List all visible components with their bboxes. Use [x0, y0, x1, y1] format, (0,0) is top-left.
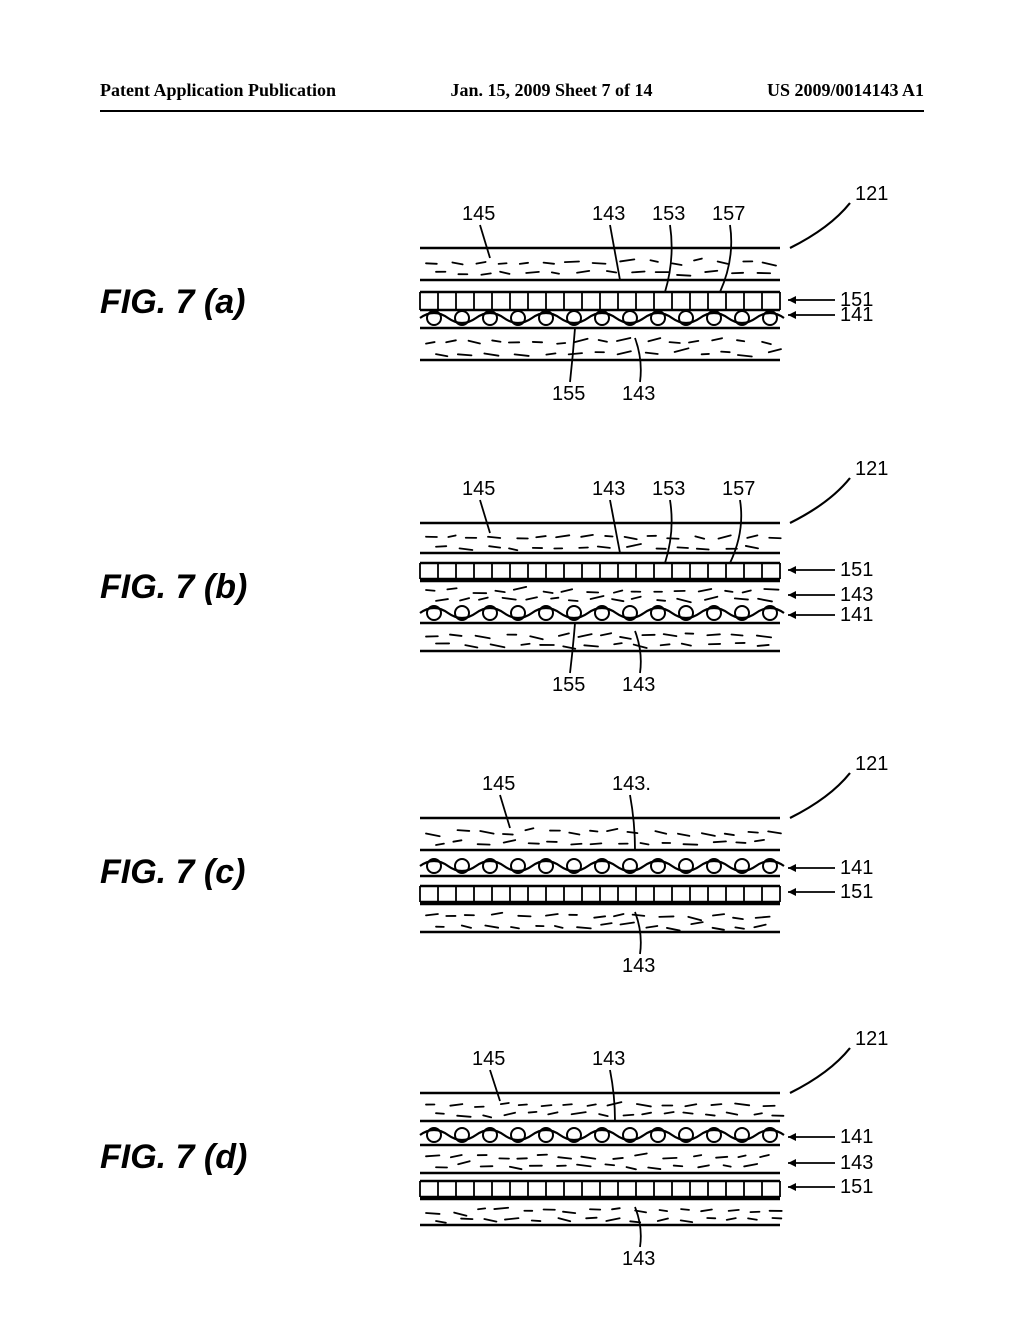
svg-text:157: 157 [722, 478, 755, 500]
svg-text:143: 143 [592, 478, 625, 500]
svg-text:155: 155 [552, 383, 585, 405]
svg-text:141: 141 [840, 304, 873, 326]
svg-text:121: 121 [855, 753, 888, 775]
svg-text:143.: 143. [612, 773, 651, 795]
svg-text:121: 121 [855, 183, 888, 205]
svg-text:143: 143 [622, 1248, 655, 1270]
svg-text:141: 141 [840, 1126, 873, 1148]
svg-text:141: 141 [840, 604, 873, 626]
figure-row: FIG. 7 (d)121145143141143151143 [100, 1025, 924, 1290]
svg-text:143: 143 [592, 1048, 625, 1070]
svg-text:157: 157 [712, 203, 745, 225]
figure-row: FIG. 7 (c) 121 145 143. 141151 143 [100, 750, 924, 995]
svg-text:143: 143 [622, 383, 655, 405]
svg-text:153: 153 [652, 203, 685, 225]
svg-text:145: 145 [462, 203, 495, 225]
svg-text:145: 145 [462, 478, 495, 500]
figure-label: FIG. 7 (d) [100, 1138, 360, 1177]
svg-text:143: 143 [592, 203, 625, 225]
figure-label: FIG. 7 (c) [100, 853, 360, 892]
header-center: Jan. 15, 2009 Sheet 7 of 14 [451, 80, 653, 101]
header-right: US 2009/0014143 A1 [767, 80, 924, 101]
figure-row: FIG. 7 (a)121145143153157151141155143 [100, 180, 924, 425]
svg-text:153: 153 [652, 478, 685, 500]
header-rule [100, 110, 924, 112]
svg-text:143: 143 [840, 1152, 873, 1174]
svg-text:145: 145 [472, 1048, 505, 1070]
svg-text:121: 121 [855, 458, 888, 480]
figure-diagram: 121145143141143151143 [360, 1025, 924, 1290]
svg-text:143: 143 [622, 955, 655, 977]
svg-text:151: 151 [840, 1176, 873, 1198]
svg-text:143: 143 [840, 584, 873, 606]
svg-text:121: 121 [855, 1028, 888, 1050]
figure-diagram: 121145143153157151141155143 [360, 180, 924, 425]
svg-text:151: 151 [840, 881, 873, 903]
header-left: Patent Application Publication [100, 80, 336, 101]
svg-text:143: 143 [622, 674, 655, 696]
figure-diagram: 121 145 143. 141151 143 [360, 750, 924, 995]
figures-container: FIG. 7 (a)121145143153157151141155143FIG… [100, 180, 924, 1320]
figure-diagram: 121145143153157151143141155143 [360, 455, 924, 720]
svg-text:155: 155 [552, 674, 585, 696]
figure-label: FIG. 7 (b) [100, 568, 360, 607]
figure-label: FIG. 7 (a) [100, 283, 360, 322]
svg-text:151: 151 [840, 559, 873, 581]
svg-text:141: 141 [840, 857, 873, 879]
svg-text:145: 145 [482, 773, 515, 795]
figure-row: FIG. 7 (b)121145143153157151143141155143 [100, 455, 924, 720]
